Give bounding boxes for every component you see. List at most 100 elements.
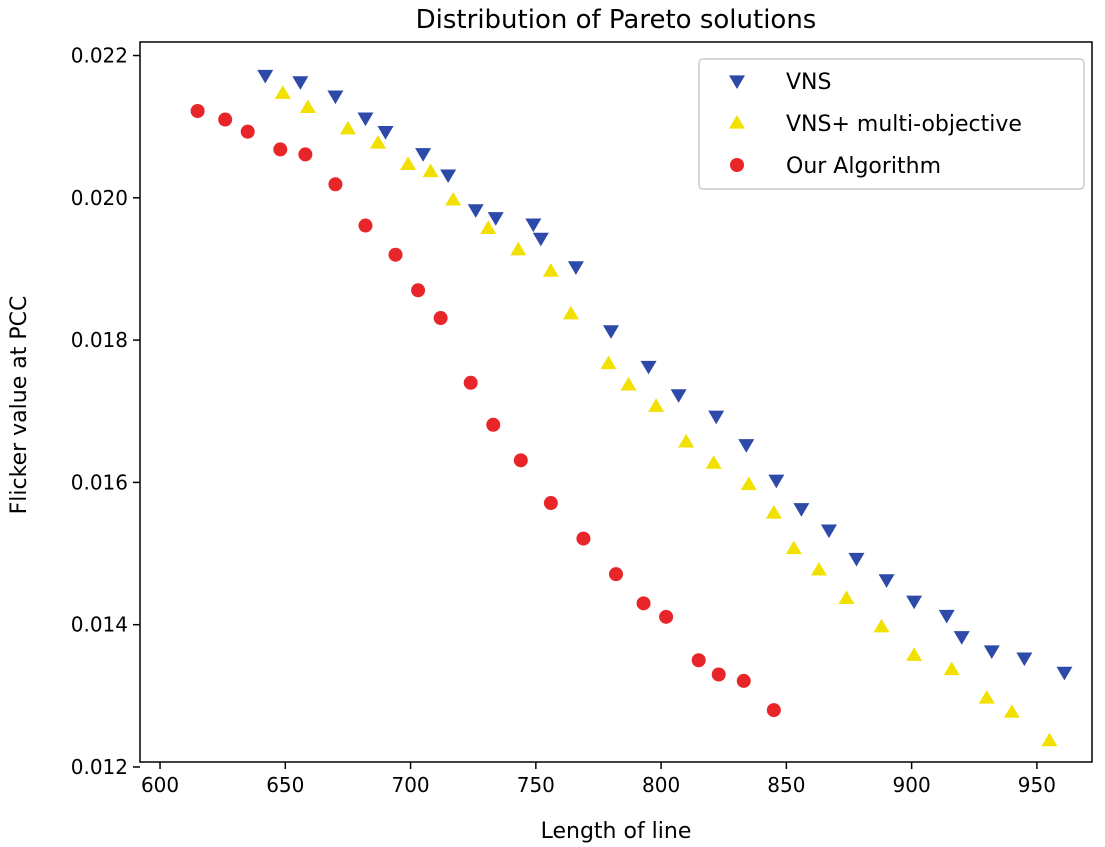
data-point (906, 595, 923, 610)
data-point (415, 148, 432, 162)
data-point (793, 503, 810, 517)
legend-label: Our Algorithm (786, 154, 941, 179)
data-point (648, 398, 665, 412)
x-tick-label: 900 (893, 773, 931, 797)
data-point (810, 561, 827, 576)
data-point (298, 147, 313, 162)
y-tick-label: 0.012 (71, 755, 128, 779)
data-point (636, 596, 651, 611)
legend-box (698, 58, 1085, 190)
legend-marker (730, 158, 744, 172)
data-point (978, 689, 995, 704)
data-point (510, 241, 527, 256)
data-point (440, 169, 457, 184)
data-point (906, 647, 923, 661)
data-point (292, 76, 309, 90)
data-point (983, 645, 1000, 660)
x-tick-label: 850 (767, 773, 805, 797)
data-point (357, 112, 374, 127)
data-point (190, 104, 205, 119)
data-point (765, 504, 782, 519)
data-point (785, 540, 802, 555)
data-point (487, 212, 504, 226)
data-point (274, 85, 291, 99)
legend-item: VNS+ multi-objective (729, 112, 1022, 137)
legend-item: VNS (729, 70, 831, 95)
plot-area (190, 69, 1073, 747)
data-point (543, 496, 558, 511)
data-point (480, 220, 497, 235)
data-point (240, 124, 255, 139)
data-point (943, 661, 960, 676)
data-point (463, 375, 478, 390)
data-point (400, 156, 417, 170)
data-point (370, 135, 386, 149)
x-tick-label: 650 (266, 773, 304, 797)
data-point (708, 410, 725, 425)
data-point (600, 355, 617, 370)
data-point (433, 311, 448, 326)
y-axis-title: Flicker value at PCC (7, 296, 32, 515)
data-point (467, 204, 484, 218)
data-point (513, 453, 528, 468)
data-point (486, 417, 501, 432)
series-our-algorithm (190, 104, 781, 718)
y-tick-label: 0.022 (71, 44, 128, 68)
data-point (388, 247, 403, 262)
data-point (938, 609, 955, 624)
data-point (358, 218, 373, 233)
data-point (878, 574, 895, 588)
x-tick-label: 750 (517, 773, 555, 797)
data-point (705, 455, 722, 469)
data-point (640, 360, 657, 375)
y-tick-label: 0.018 (71, 328, 128, 352)
series-vns-multi-objective (274, 85, 1058, 747)
data-point (542, 263, 559, 277)
data-point (422, 163, 439, 178)
data-point (445, 191, 462, 206)
data-point (670, 389, 687, 403)
data-point (848, 552, 865, 567)
data-point (377, 126, 394, 140)
legend-marker (729, 75, 745, 89)
data-point (820, 524, 837, 539)
legend-label: VNS (786, 70, 831, 95)
data-point (1041, 732, 1058, 747)
series-vns (257, 69, 1073, 681)
data-point (768, 474, 785, 489)
data-point (218, 112, 233, 127)
plot-frame (139, 41, 1093, 763)
legend-label: VNS+ multi-objective (786, 112, 1022, 137)
data-point (738, 439, 755, 453)
data-point (711, 667, 726, 682)
data-point (1003, 704, 1020, 718)
data-point (609, 567, 623, 582)
data-point (766, 703, 781, 718)
data-point (576, 531, 591, 546)
y-tick-label: 0.016 (71, 470, 128, 494)
x-tick-label: 800 (642, 773, 680, 797)
data-point (411, 283, 426, 298)
x-tick-label: 600 (141, 773, 179, 797)
data-point (953, 631, 970, 645)
data-point (299, 99, 316, 114)
x-axis-title: Length of line (541, 819, 692, 844)
data-point (691, 653, 706, 668)
data-point (1016, 652, 1033, 667)
data-point (567, 261, 584, 275)
y-tick-label: 0.020 (71, 186, 128, 210)
data-point (273, 142, 288, 157)
legend: VNS VNS+ multi-objective Our Algorithm (698, 58, 1085, 190)
y-tick-label: 0.014 (71, 613, 128, 637)
data-point (736, 673, 751, 688)
x-tick-label: 700 (391, 773, 429, 797)
x-tick-label: 950 (1018, 773, 1056, 797)
legend-marker (729, 115, 745, 129)
legend-item: Our Algorithm (730, 154, 941, 179)
axes: 600 650 700 750 800 850 900 950 0.012 0.014 0.016 0… (71, 44, 1056, 797)
data-point (1056, 666, 1073, 681)
data-point (659, 609, 674, 624)
data-point (873, 618, 890, 633)
data-point (328, 177, 343, 192)
